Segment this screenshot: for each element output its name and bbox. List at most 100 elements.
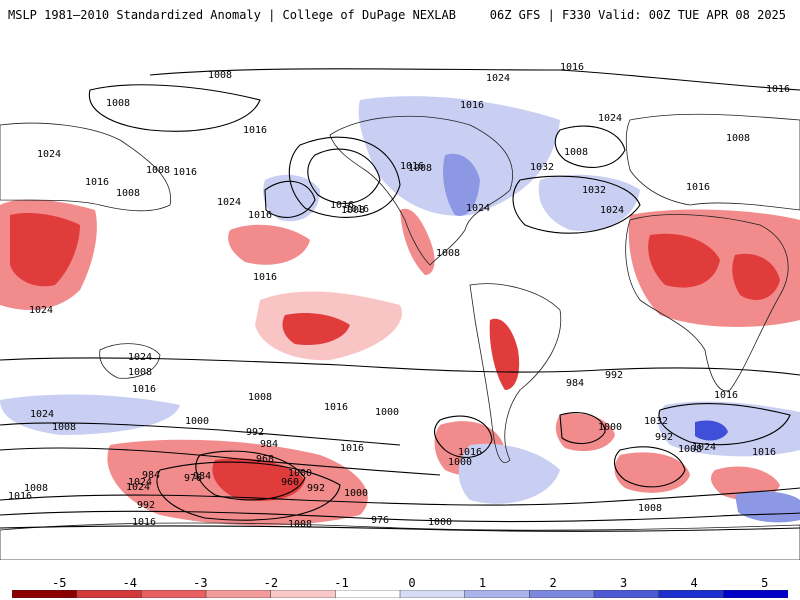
colorbar-cell bbox=[141, 590, 207, 598]
isobar-label: 1016 bbox=[85, 177, 109, 188]
colorbar-tick-label: -3 bbox=[193, 576, 208, 590]
isobar-label: 1000 bbox=[448, 457, 472, 468]
isobar-label: 1000 bbox=[288, 468, 312, 479]
colorbar-tick-label: 0 bbox=[408, 576, 416, 590]
isobar-label: 1024 bbox=[126, 482, 150, 493]
isobar-layer bbox=[0, 68, 800, 532]
isobar-label: 1016 bbox=[714, 390, 738, 401]
isobar-label: 992 bbox=[605, 370, 623, 381]
isobar-label: 1008 bbox=[341, 205, 365, 216]
isobar-label: 1032 bbox=[644, 416, 668, 427]
isobar-label: 1024 bbox=[29, 305, 53, 316]
isobar-label: 960 bbox=[281, 477, 299, 488]
isobar-label: 1000 bbox=[185, 416, 209, 427]
isobar-label: 1008 bbox=[208, 70, 232, 81]
isobar-label: 1016 bbox=[173, 167, 197, 178]
colorbar-cell bbox=[335, 590, 401, 598]
isobar-label: 984 bbox=[566, 378, 584, 389]
isobar-siberian bbox=[88, 84, 261, 132]
isobar-southern-low-3 bbox=[614, 446, 686, 488]
isobar-label: 984 bbox=[193, 471, 211, 482]
isobar-label: 984 bbox=[142, 470, 160, 481]
isobar-label: 976 bbox=[371, 515, 389, 526]
isobar-southern-low-2 bbox=[559, 412, 606, 445]
coast-africa bbox=[625, 214, 789, 392]
isobar-label: 1008 bbox=[248, 392, 272, 403]
chart-title: MSLP 1981–2010 Standardized Anomaly | Co… bbox=[8, 8, 456, 22]
isobar-label: 1008 bbox=[678, 444, 702, 455]
isobar-label: 1000 bbox=[375, 407, 399, 418]
isobar-label: 1008 bbox=[408, 163, 432, 174]
colorbar-tick-label: -5 bbox=[52, 576, 67, 590]
colorbar-tick-label: 1 bbox=[478, 576, 487, 590]
colorbar-cell bbox=[399, 590, 466, 598]
isobar-label: 1016 bbox=[766, 84, 790, 95]
isobar-label: 1024 bbox=[128, 477, 152, 488]
isobar-label: 1024 bbox=[128, 352, 152, 363]
colorbar-tick-label: 4 bbox=[690, 576, 698, 590]
colorbar-cell bbox=[205, 590, 272, 598]
isobar-label: 1016 bbox=[253, 272, 277, 283]
anomaly-antarctic-core bbox=[212, 458, 305, 501]
isobar-label: 1016 bbox=[560, 62, 584, 73]
colorbar: -5 -4 -3 -2 -1 0 1 2 3 4 5 bbox=[0, 568, 800, 600]
colorbar-tick-label: -4 bbox=[122, 576, 138, 590]
isobar-north-arc bbox=[149, 68, 800, 91]
isobar-atlantic-high bbox=[512, 175, 641, 234]
isobar-label: 1008 bbox=[288, 519, 312, 530]
colorbar-cell bbox=[658, 590, 725, 598]
anomaly-africa-core bbox=[648, 233, 720, 288]
colorbar-tick-label: 3 bbox=[620, 576, 628, 590]
isobar-label: 1016 bbox=[8, 491, 32, 502]
anomaly-india-core bbox=[10, 213, 80, 287]
isobar-label: 992 bbox=[307, 483, 325, 494]
isobar-label: 1008 bbox=[24, 483, 48, 494]
isobar-label: 1008 bbox=[436, 248, 460, 259]
isobar-label: 1008 bbox=[106, 98, 130, 109]
isobar-antarctic-low-2 bbox=[156, 461, 341, 521]
isobar-label: 984 bbox=[260, 439, 278, 450]
isobar-label: 1000 bbox=[428, 517, 452, 528]
colorbar-cell bbox=[723, 590, 788, 598]
coast-asia-east bbox=[0, 122, 172, 212]
isobar-label: 1016 bbox=[330, 200, 354, 211]
isobar-label: 1016 bbox=[132, 384, 156, 395]
isobar-circumpolar-3 bbox=[0, 525, 800, 532]
isobar-circumpolar-2 bbox=[0, 510, 800, 523]
colorbar-strip bbox=[12, 590, 788, 598]
anomaly-layer bbox=[0, 96, 800, 526]
isobar-label: 1008 bbox=[726, 133, 750, 144]
coast-south-america bbox=[469, 283, 562, 463]
coast-australia bbox=[99, 343, 161, 379]
isobar-label: 1016 bbox=[400, 161, 424, 172]
isobar-label: 1024 bbox=[486, 73, 510, 84]
isobar-north-pacific-low bbox=[264, 180, 316, 218]
isobar-label: 1024 bbox=[692, 442, 716, 453]
isobar-label: 992 bbox=[655, 432, 673, 443]
isobar-label: 1016 bbox=[345, 204, 369, 215]
colorbar-cell bbox=[76, 590, 143, 598]
coast-antarctica bbox=[0, 522, 800, 560]
isobar-label: 1024 bbox=[466, 203, 490, 214]
anomaly-north-pacific-warm bbox=[228, 224, 310, 265]
colorbar-cell bbox=[12, 590, 78, 598]
isobar-label: 1016 bbox=[324, 402, 348, 413]
isobar-label: 1024 bbox=[600, 205, 624, 216]
anomaly-baja-warm bbox=[400, 208, 435, 275]
isobar-label: 1016 bbox=[458, 447, 482, 458]
colorbar-tick-label: -2 bbox=[263, 576, 279, 590]
isobar-label: 1016 bbox=[752, 447, 776, 458]
colorbar-tick-label: 2 bbox=[549, 576, 557, 590]
anomaly-atlantic-cool bbox=[538, 174, 640, 231]
isobar-label: 1016 bbox=[340, 443, 364, 454]
isobar-antarctic-low bbox=[195, 450, 306, 501]
isobar-southern-2 bbox=[0, 447, 441, 476]
isobar-southern-low-1 bbox=[434, 415, 493, 458]
colorbar-cell bbox=[529, 590, 595, 598]
isobar-label: 1032 bbox=[530, 162, 554, 173]
isobar-label: 1008 bbox=[146, 165, 170, 176]
isobar-atlantic-low bbox=[554, 125, 626, 168]
anomaly-great-lakes-cool bbox=[443, 153, 480, 216]
anomaly-subtropic-pacific-core bbox=[282, 313, 350, 346]
